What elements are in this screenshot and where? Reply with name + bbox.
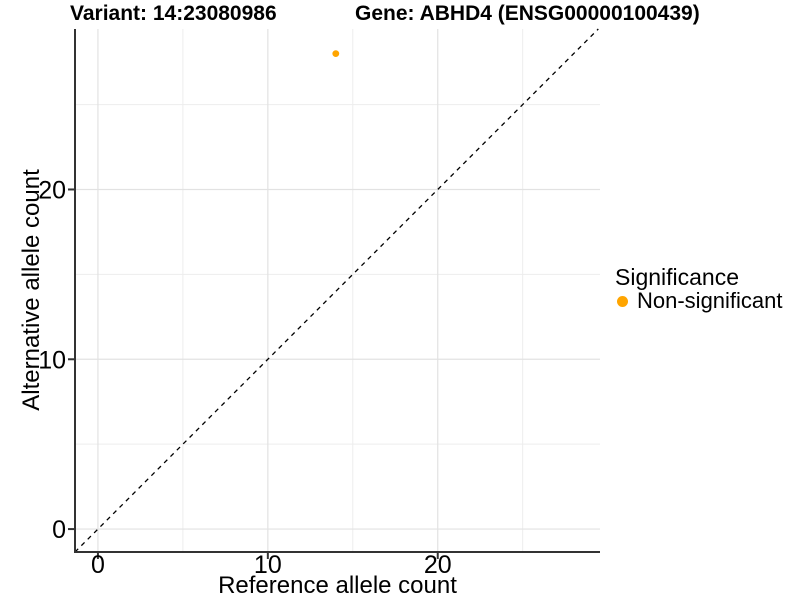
plot-title-gene: Gene: ABHD4 (ENSG00000100439) bbox=[355, 2, 700, 25]
x-axis-title: Reference allele count bbox=[218, 572, 457, 599]
y-tick-label: 0 bbox=[52, 516, 66, 544]
legend-point-icon bbox=[617, 295, 628, 307]
x-tick-label: 20 bbox=[424, 551, 452, 579]
legend: Significance Non-significant bbox=[615, 264, 783, 314]
y-axis-title: Alternative allele count bbox=[18, 169, 45, 411]
legend-item-label: Non-significant bbox=[637, 288, 783, 313]
legend-item-non-significant: Non-significant bbox=[615, 288, 783, 313]
x-tick-label: 10 bbox=[254, 551, 282, 579]
legend-title: Significance bbox=[615, 264, 740, 290]
y-tick-label: 20 bbox=[38, 176, 66, 204]
y-tick-label: 10 bbox=[38, 346, 66, 374]
data-point bbox=[332, 50, 340, 58]
plot-title-variant: Variant: 14:23080986 bbox=[70, 2, 277, 25]
x-tick-label: 0 bbox=[91, 551, 105, 579]
identity-dashed-line bbox=[74, 28, 599, 553]
